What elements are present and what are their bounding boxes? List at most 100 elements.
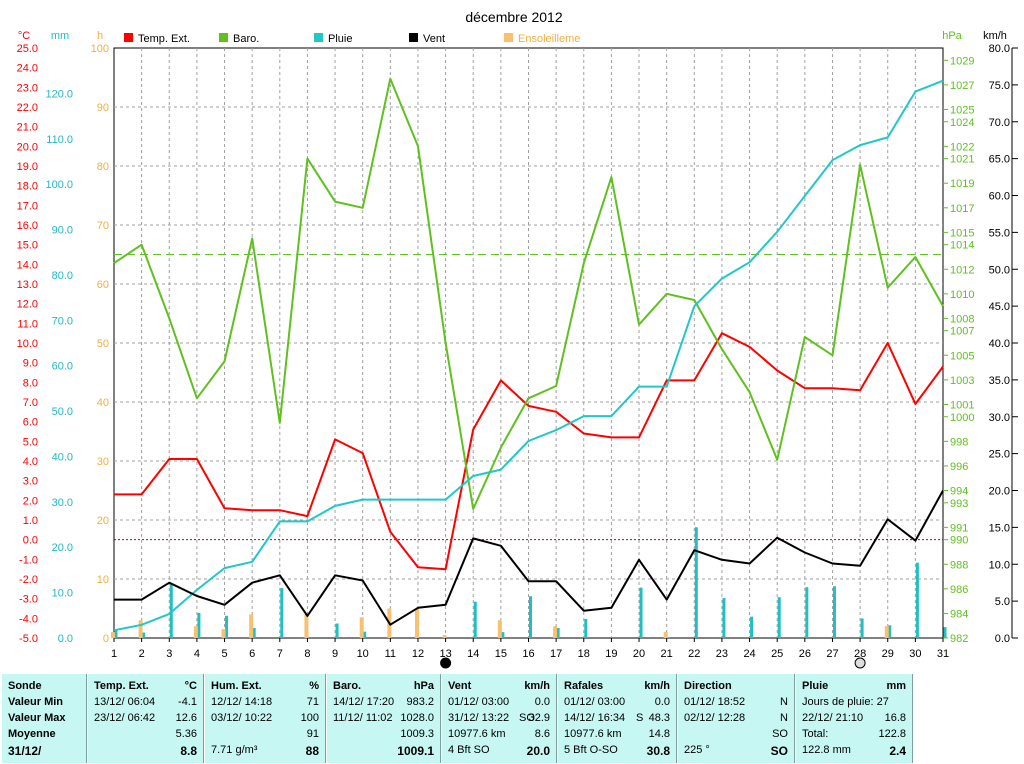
baro-tick-label: 986 bbox=[950, 584, 968, 596]
baro-last: 1009.1 bbox=[397, 744, 434, 758]
rain-bar bbox=[335, 623, 339, 638]
rain-tick-label: 120.0 bbox=[45, 88, 73, 100]
temp-min-date: 13/12/ 06:04 bbox=[94, 696, 156, 708]
stats-direction: Direction 01/12/ 18:52 N 02/12/ 12:28 N SO… bbox=[678, 674, 795, 763]
legend: Temp. Ext. Baro. Pluie Vent Ensoleilleme bbox=[124, 33, 580, 45]
x-axis: 1 2 3 4 5 6 7 8 9 10 11 12 13 14 15 16 17 18 19 20 21 22 23 24 2… bbox=[111, 638, 949, 660]
baro-tick-label: 1010 bbox=[950, 289, 974, 301]
baro-series-line bbox=[113, 77, 944, 510]
temp-tick-label: -2.0 bbox=[19, 574, 38, 586]
dir-max-date: 02/12/ 12:28 bbox=[684, 712, 746, 724]
rain-bar bbox=[363, 631, 367, 638]
wind-tick-label: 60.0 bbox=[989, 191, 1010, 203]
gust-max-dir: S bbox=[636, 712, 644, 724]
temp-tick-label: -1.0 bbox=[19, 554, 38, 566]
stats-rain: Pluie mm Jours de pluie: 27 22/12/ 21:10 1… bbox=[796, 674, 913, 763]
baro-tick-label: 1029 bbox=[950, 55, 974, 67]
legend-label: Temp. Ext. bbox=[138, 33, 190, 45]
rain-bar bbox=[501, 632, 505, 638]
legend-swatch bbox=[219, 33, 228, 42]
baro-tick-label: 1005 bbox=[950, 350, 974, 362]
sunshine-bar bbox=[138, 620, 143, 638]
sun-tick-label: 10 bbox=[97, 574, 109, 586]
temp-tick-label: 1.0 bbox=[23, 515, 38, 527]
rain-tick-label: 50.0 bbox=[52, 406, 73, 418]
sunshine-bar bbox=[111, 632, 115, 638]
x-tick-label: 5 bbox=[221, 648, 227, 660]
baro-tick-label: 1008 bbox=[950, 313, 974, 325]
x-tick-label: 18 bbox=[578, 648, 590, 660]
x-tick-label: 6 bbox=[249, 648, 255, 660]
legend-label: Vent bbox=[423, 33, 445, 45]
rain-bar bbox=[694, 527, 698, 638]
hum-title: Hum. Ext. bbox=[211, 680, 262, 692]
series-lines bbox=[113, 77, 944, 632]
sunshine-bar bbox=[553, 626, 558, 638]
rain-tick-label: 60.0 bbox=[52, 361, 73, 373]
wind-distance: 10977.6 km bbox=[448, 728, 506, 740]
gust-last: 30.8 bbox=[646, 744, 670, 758]
temp-tick-label: 3.0 bbox=[23, 476, 38, 488]
wind-tick-label: 75.0 bbox=[989, 80, 1010, 92]
baro-tick-label: 1000 bbox=[950, 412, 974, 424]
dir-title: Direction bbox=[684, 680, 732, 692]
gust-min-date: 01/12/ 03:00 bbox=[564, 696, 626, 708]
x-tick-label: 12 bbox=[412, 648, 424, 660]
temp-tick-label: 19.0 bbox=[17, 161, 38, 173]
temp-tick-label: 5.0 bbox=[23, 436, 38, 448]
x-tick-label: 7 bbox=[277, 648, 283, 660]
wind-series-line bbox=[114, 490, 944, 626]
temp-tick-label: -4.0 bbox=[19, 613, 38, 625]
sunshine-bar bbox=[249, 614, 254, 638]
rain-total-label: Total: bbox=[802, 728, 829, 740]
wind-bft: 4 Bft SO bbox=[448, 744, 490, 756]
rain-bar bbox=[777, 597, 781, 638]
rain-bar bbox=[750, 616, 754, 638]
temp-tick-label: 23.0 bbox=[17, 82, 38, 94]
baro-tick-label: 1021 bbox=[950, 154, 974, 166]
temp-tick-label: 2.0 bbox=[23, 495, 38, 507]
rain-tick-label: 20.0 bbox=[52, 542, 73, 554]
legend-swatch bbox=[124, 33, 133, 42]
legend-label: Ensoleilleme bbox=[518, 33, 580, 45]
sunshine-bar bbox=[359, 617, 364, 638]
full-moon-icon bbox=[854, 657, 866, 669]
baro-title: Baro. bbox=[333, 680, 362, 692]
rain-bar bbox=[584, 618, 588, 638]
sun-tick-label: 70 bbox=[97, 220, 109, 232]
rain-bar bbox=[915, 562, 919, 638]
rain-tick-label: 10.0 bbox=[52, 588, 73, 600]
x-tick-label: 8 bbox=[304, 648, 310, 660]
x-tick-label: 28 bbox=[854, 648, 866, 660]
rain-bar bbox=[169, 583, 173, 638]
label-max: Valeur Max bbox=[8, 712, 66, 724]
rain-tick-label: 110.0 bbox=[46, 134, 73, 146]
temp-tick-label: -3.0 bbox=[19, 594, 38, 606]
gust-title: Rafales bbox=[564, 680, 604, 692]
x-tick-label: 16 bbox=[522, 648, 534, 660]
rain-days: Jours de pluie: 27 bbox=[802, 696, 889, 708]
wind-tick-label: 55.0 bbox=[989, 227, 1010, 239]
temp-tick-label: 22.0 bbox=[17, 102, 38, 114]
dir-degrees: 225 ° bbox=[684, 744, 710, 756]
temp-tick-label: 18.0 bbox=[17, 181, 38, 193]
baro-tick-label: 1015 bbox=[950, 227, 974, 239]
baro-tick-label: 991 bbox=[950, 522, 968, 534]
stats-table: Sonde Valeur Min Valeur Max Moyenne 31/1… bbox=[0, 674, 1024, 764]
wind-title: Vent bbox=[448, 680, 472, 692]
gust-avg: 14.8 bbox=[648, 728, 670, 740]
dir-min-date: 01/12/ 18:52 bbox=[684, 696, 746, 708]
baro-unit: hPa bbox=[942, 30, 962, 42]
temp-tick-label: 20.0 bbox=[17, 141, 38, 153]
rain-unit: mm bbox=[51, 30, 69, 42]
rain-bar bbox=[473, 601, 477, 638]
rain-bar bbox=[722, 598, 726, 638]
rain-bar bbox=[888, 625, 892, 638]
x-tick-label: 27 bbox=[826, 648, 838, 660]
dir-avg: SO bbox=[772, 728, 788, 740]
wind-tick-label: 25.0 bbox=[989, 449, 1010, 461]
label-date: 31/12/ bbox=[8, 744, 42, 758]
dir-last: SO bbox=[770, 744, 788, 758]
x-tick-label: 29 bbox=[882, 648, 894, 660]
sunshine-bar bbox=[497, 620, 502, 638]
